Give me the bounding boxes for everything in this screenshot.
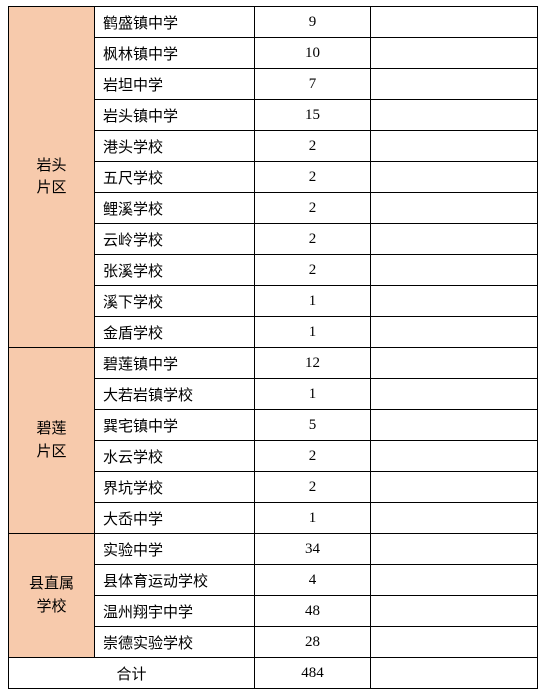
school-cell: 崇德实验学校 [95, 627, 255, 658]
num-cell: 2 [255, 162, 371, 193]
num-cell: 1 [255, 379, 371, 410]
note-cell [371, 627, 538, 658]
note-cell [371, 162, 538, 193]
school-cell: 大岙中学 [95, 503, 255, 534]
note-cell [371, 596, 538, 627]
note-cell [371, 503, 538, 534]
school-cell: 岩头镇中学 [95, 100, 255, 131]
note-cell [371, 255, 538, 286]
num-cell: 2 [255, 441, 371, 472]
note-cell [371, 7, 538, 38]
note-cell [371, 534, 538, 565]
num-cell: 1 [255, 286, 371, 317]
note-cell [371, 410, 538, 441]
group-cell: 岩头 片区 [9, 7, 95, 348]
school-cell: 水云学校 [95, 441, 255, 472]
group-label-line2: 片区 [36, 180, 66, 196]
num-cell: 9 [255, 7, 371, 38]
num-cell: 15 [255, 100, 371, 131]
note-cell [371, 472, 538, 503]
note-cell [371, 38, 538, 69]
table-row: 碧莲 片区 碧莲镇中学 12 [9, 348, 538, 379]
school-cell: 五尺学校 [95, 162, 255, 193]
school-cell: 界坑学校 [95, 472, 255, 503]
num-cell: 4 [255, 565, 371, 596]
school-cell: 枫林镇中学 [95, 38, 255, 69]
group-label-line2: 片区 [36, 444, 66, 460]
note-cell [371, 565, 538, 596]
school-cell: 实验中学 [95, 534, 255, 565]
note-cell [371, 193, 538, 224]
num-cell: 34 [255, 534, 371, 565]
table-row: 县直属 学校 实验中学 34 [9, 534, 538, 565]
group-cell: 县直属 学校 [9, 534, 95, 658]
school-cell: 鲤溪学校 [95, 193, 255, 224]
school-cell: 温州翔宇中学 [95, 596, 255, 627]
school-cell: 溪下学校 [95, 286, 255, 317]
group-label-line1: 碧莲 [36, 421, 66, 437]
group-label-line1: 县直属 [29, 576, 74, 592]
table-row: 岩头 片区 鹤盛镇中学 9 [9, 7, 538, 38]
num-cell: 2 [255, 224, 371, 255]
school-cell: 碧莲镇中学 [95, 348, 255, 379]
school-cell: 岩坦中学 [95, 69, 255, 100]
num-cell: 10 [255, 38, 371, 69]
num-cell: 1 [255, 503, 371, 534]
num-cell: 1 [255, 317, 371, 348]
num-cell: 2 [255, 472, 371, 503]
note-cell [371, 224, 538, 255]
group-label-line1: 岩头 [36, 158, 66, 174]
note-cell [371, 379, 538, 410]
table-body: 岩头 片区 鹤盛镇中学 9 枫林镇中学 10 岩坦中学 7 岩头镇中学 15 港… [9, 7, 538, 689]
note-cell [371, 441, 538, 472]
num-cell: 12 [255, 348, 371, 379]
note-cell [371, 69, 538, 100]
num-cell: 28 [255, 627, 371, 658]
num-cell: 7 [255, 69, 371, 100]
school-cell: 大若岩镇学校 [95, 379, 255, 410]
allocation-table: 岩头 片区 鹤盛镇中学 9 枫林镇中学 10 岩坦中学 7 岩头镇中学 15 港… [8, 6, 538, 689]
school-cell: 鹤盛镇中学 [95, 7, 255, 38]
school-cell: 巽宅镇中学 [95, 410, 255, 441]
group-cell: 碧莲 片区 [9, 348, 95, 534]
note-cell [371, 317, 538, 348]
num-cell: 2 [255, 193, 371, 224]
group-label-line2: 学校 [36, 599, 66, 615]
num-cell: 5 [255, 410, 371, 441]
num-cell: 48 [255, 596, 371, 627]
total-row: 合计 484 [9, 658, 538, 689]
school-cell: 张溪学校 [95, 255, 255, 286]
total-note-cell [371, 658, 538, 689]
num-cell: 2 [255, 131, 371, 162]
note-cell [371, 100, 538, 131]
num-cell: 2 [255, 255, 371, 286]
total-num-cell: 484 [255, 658, 371, 689]
school-cell: 港头学校 [95, 131, 255, 162]
school-cell: 云岭学校 [95, 224, 255, 255]
school-cell: 县体育运动学校 [95, 565, 255, 596]
total-label-cell: 合计 [9, 658, 255, 689]
note-cell [371, 286, 538, 317]
school-cell: 金盾学校 [95, 317, 255, 348]
note-cell [371, 131, 538, 162]
note-cell [371, 348, 538, 379]
